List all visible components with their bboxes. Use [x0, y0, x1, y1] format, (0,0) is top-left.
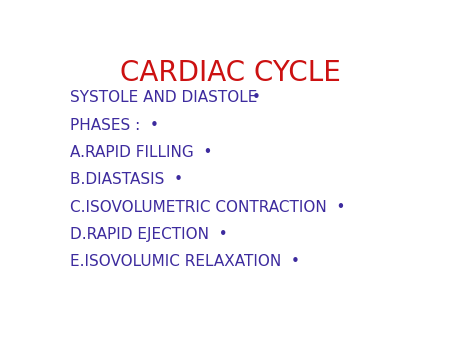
Text: PHASES :  •: PHASES : • — [70, 118, 159, 132]
Text: CARDIAC CYCLE: CARDIAC CYCLE — [120, 59, 341, 87]
Text: D.RAPID EJECTION  •: D.RAPID EJECTION • — [70, 227, 228, 242]
Text: E.ISOVOLUMIC RELAXATION  •: E.ISOVOLUMIC RELAXATION • — [70, 254, 300, 269]
Text: B.DIASTASIS  •: B.DIASTASIS • — [70, 172, 183, 187]
Text: C.ISOVOLUMETRIC CONTRACTION  •: C.ISOVOLUMETRIC CONTRACTION • — [70, 200, 346, 215]
Text: A.RAPID FILLING  •: A.RAPID FILLING • — [70, 145, 212, 160]
Text: •: • — [252, 90, 261, 105]
Text: SYSTOLE AND DIASTOLE: SYSTOLE AND DIASTOLE — [70, 90, 257, 105]
